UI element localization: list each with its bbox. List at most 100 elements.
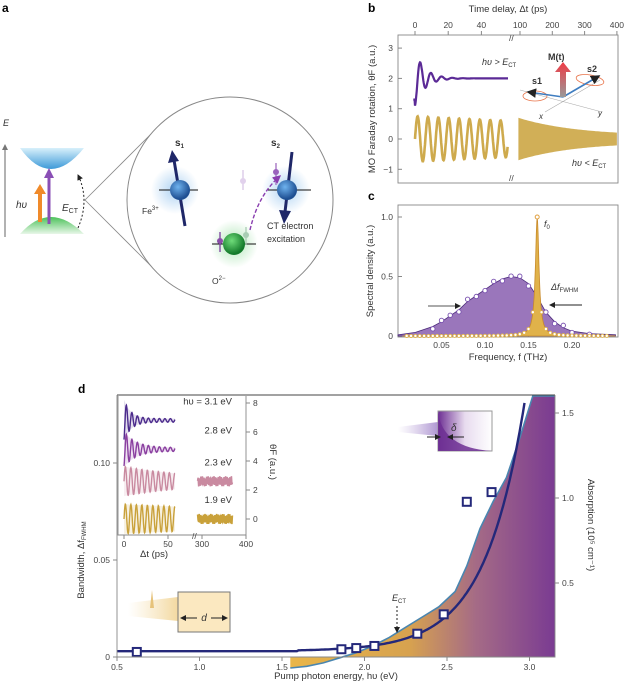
b-y-axis-title: MO Faraday rotation, θF (a.u.): [367, 45, 378, 173]
magnetization-arrow: [555, 62, 571, 97]
d-bandwidth-point: [131, 646, 142, 657]
s2-precession-orbit: [575, 74, 605, 86]
b-top-tick-label: 100: [513, 20, 527, 30]
c-fwhm-label: ΔfFWHM: [550, 282, 578, 294]
panel-b: b Time delay, Δt (ps) MO Faraday rotatio…: [367, 1, 624, 184]
d-x-tick-label: 2.5: [441, 662, 453, 672]
inset-x-label: x: [538, 112, 544, 121]
orange-arrowhead-icon: [34, 184, 46, 194]
c-narrow-data-point: [504, 333, 509, 338]
b-series-label-above: hυ > ECT: [482, 57, 517, 69]
c-broad-data-point: [456, 309, 462, 315]
c-narrow-data-point: [496, 333, 501, 338]
c-narrow-data-point: [513, 332, 518, 337]
ct-gap-dashed-arrow: [77, 174, 85, 229]
c-narrow-data-point: [404, 333, 409, 338]
b-y-tick-label: 0: [388, 134, 393, 144]
c-narrow-data-point: [570, 333, 575, 338]
panel-label-c: c: [368, 189, 375, 203]
d-inset-x-title: Δt (ps): [140, 549, 168, 560]
ect-label: ECT: [62, 203, 79, 215]
d-x-axis-title: Pump photon energy, hυ (eV): [274, 671, 398, 682]
b-top-tick-label: 200: [545, 20, 559, 30]
panel-a: a E hυ ECT s1 Fe3+ s2: [1, 1, 334, 304]
d-inset-y-tick-label: 0: [253, 514, 258, 524]
purple-arrowhead-icon: [44, 168, 54, 178]
d-x-tick-label: 3.0: [524, 662, 536, 672]
c-narrow-data-point: [522, 330, 527, 335]
c-narrow-data-point: [413, 333, 418, 338]
d-inset-background: [118, 396, 246, 535]
c-broad-data-point: [430, 326, 436, 332]
ct-excitation-label-2: excitation: [267, 234, 305, 244]
d-inset-trace-label: hυ = 3.1 eV: [183, 396, 232, 407]
d-x-tick-label: 0.5: [111, 662, 123, 672]
zoom-line-top: [84, 127, 158, 201]
c-narrow-data-point: [443, 333, 448, 338]
c-narrow-data-point: [448, 333, 453, 338]
c-narrow-data-point: [530, 310, 535, 315]
c-narrow-data-point: [509, 333, 514, 338]
d-x-tick-label: 2.0: [359, 662, 371, 672]
zoom-circle: [126, 96, 334, 304]
c-y-tick-label: 0.5: [381, 272, 393, 282]
b-y-tick-label: 1: [388, 104, 393, 114]
c-y-tick-label: 0: [388, 331, 393, 341]
c-narrow-data-point: [591, 333, 596, 338]
d-x-tick-label: 1.0: [194, 662, 206, 672]
inset-y-label: y: [597, 109, 603, 118]
s1-vector-label: s1: [532, 76, 542, 86]
c-narrow-data-point: [465, 333, 470, 338]
c-narrow-data-point: [561, 333, 566, 338]
panel-label-d: d: [78, 382, 85, 396]
d-inset-frame: [117, 396, 247, 536]
c-narrow-data-point: [435, 333, 440, 338]
d-y-tick-label: 0: [105, 652, 110, 662]
b-trace-below-ect-long-time: [518, 117, 617, 161]
b-x-axis-title: Time delay, Δt (ps): [469, 4, 548, 15]
panel-label-b: b: [368, 1, 375, 15]
c-peak-label: f0: [544, 219, 551, 231]
b-traces: [413, 60, 617, 163]
valence-band: [20, 217, 84, 234]
c-broad-data-point: [517, 273, 523, 279]
o-label: O2−: [212, 276, 226, 286]
c-narrow-data-point: [543, 326, 548, 331]
fe-label: Fe3+: [142, 206, 159, 216]
spin1-label: s1: [175, 138, 185, 150]
c-narrow-data-point: [417, 333, 422, 338]
c-narrow-data-point: [596, 333, 601, 338]
d-bandwidth-point: [438, 609, 449, 620]
magnetization-label: M(t): [548, 52, 565, 62]
s2-vector: [562, 75, 601, 98]
b-y-tick-label: 3: [388, 43, 393, 53]
d-plot-frame: [116, 395, 556, 658]
d-y2-tick-label: 1.0: [562, 493, 574, 503]
d-y2-tick-label: 1.5: [562, 408, 574, 418]
c-narrow-data-point: [574, 333, 579, 338]
c-narrow-data-point: [491, 333, 496, 338]
o-electron-2: [243, 232, 249, 238]
c-plot-frame: [397, 204, 619, 338]
s1-vector: [526, 88, 564, 98]
c-narrow-data-point: [517, 332, 522, 337]
d-inset-x-tick-label: 300: [195, 539, 209, 549]
d-bandwidth-point: [461, 496, 472, 507]
fe1-atom: [170, 180, 190, 200]
ct-excitation-arrow: [249, 175, 282, 231]
photon-energy-label: hυ: [16, 200, 28, 211]
d-absorbed-region: [438, 411, 492, 451]
c-x-tick-label: 0.05: [433, 340, 450, 350]
c-broad-data-point: [438, 317, 445, 323]
d-inset-trace-label: 2.8 eV: [205, 425, 233, 436]
d-inset-y-tick-label: 8: [253, 398, 258, 408]
c-narrow-data-point: [556, 332, 561, 337]
c-narrow-data-point: [478, 333, 483, 338]
b-top-tick-label: 0: [413, 20, 418, 30]
d-y-tick-label: 0.10: [93, 458, 110, 468]
c-broad-data-point: [499, 278, 506, 284]
c-y-axis-title: Spectral density (a.u.): [365, 225, 376, 317]
c-narrow-data-point: [500, 333, 505, 338]
c-x-axis-title: Frequency, f (THz): [469, 352, 547, 363]
d-y2-axis-title: Absorption (10⁵ cm⁻¹): [585, 479, 596, 571]
